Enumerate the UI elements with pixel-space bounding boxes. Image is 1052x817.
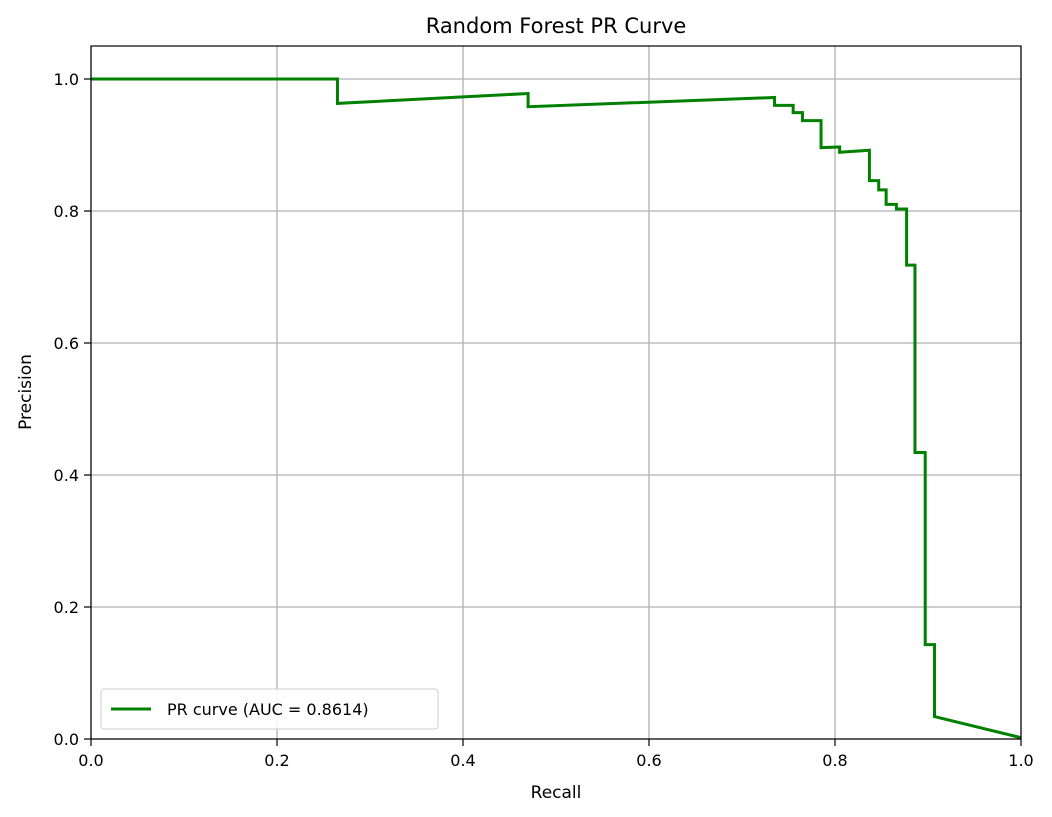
y-tick-label: 0.4 xyxy=(54,466,79,485)
y-tick-label: 0.6 xyxy=(54,334,79,353)
x-tick-label: 0.2 xyxy=(264,751,289,770)
legend-label: PR curve (AUC = 0.8614) xyxy=(167,700,369,719)
legend-box xyxy=(100,688,439,730)
y-tick-label: 0.0 xyxy=(54,730,79,749)
x-axis-label: Recall xyxy=(531,783,582,803)
chart-title: Random Forest PR Curve xyxy=(426,14,687,38)
y-axis-label: Precision xyxy=(16,354,36,430)
x-tick-label: 0.4 xyxy=(450,751,475,770)
legend: PR curve (AUC = 0.8614) xyxy=(100,688,439,730)
x-tick-label: 0.0 xyxy=(78,751,103,770)
pr-curve-line xyxy=(91,77,1022,740)
y-tick-label: 0.8 xyxy=(54,202,79,221)
grid-lines xyxy=(90,46,1022,740)
x-tick-label: 0.8 xyxy=(822,751,847,770)
series-group xyxy=(91,77,1022,740)
y-tick-label: 0.2 xyxy=(54,598,79,617)
x-tick-label: 1.0 xyxy=(1008,751,1033,770)
plot-frame xyxy=(90,45,1022,740)
y-tick-label: 1.0 xyxy=(54,70,79,89)
x-tick-label: 0.6 xyxy=(636,751,661,770)
plot-area xyxy=(91,46,1021,739)
axis-ticks: 0.0 0.2 0.4 0.6 0.8 1.0 0.0 0.2 0.4 0.6 0.8 1.0 xyxy=(54,70,1034,770)
